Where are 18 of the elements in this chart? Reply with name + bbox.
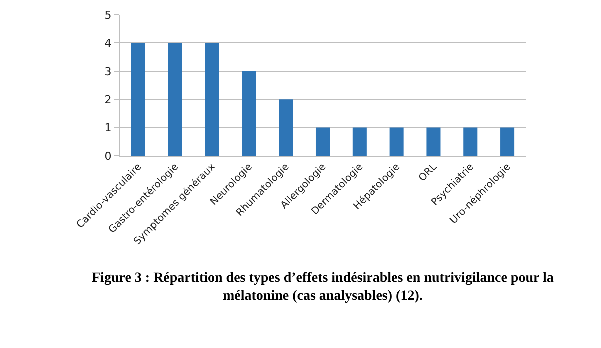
y-tick-label: 5 bbox=[104, 8, 112, 22]
y-tick-label: 1 bbox=[104, 122, 112, 135]
bar bbox=[242, 71, 256, 156]
bar bbox=[279, 100, 294, 156]
bar bbox=[500, 128, 515, 156]
bar bbox=[131, 43, 146, 156]
bar bbox=[168, 43, 182, 156]
caption: Figure 3 : Répartition des types d’effets indésirables en nutrivigilance pour la mélatonine (cas analysables) (12). bbox=[92, 271, 554, 304]
bar bbox=[390, 128, 404, 156]
y-tick-label: 2 bbox=[104, 93, 112, 106]
y-tick-label: 4 bbox=[104, 37, 112, 50]
bar bbox=[426, 128, 441, 156]
y-tick-label: 0 bbox=[104, 150, 112, 163]
bar bbox=[352, 128, 367, 156]
y-tick-label: 3 bbox=[104, 65, 112, 78]
bar bbox=[205, 43, 220, 156]
bar bbox=[316, 128, 330, 156]
bar bbox=[464, 128, 478, 156]
